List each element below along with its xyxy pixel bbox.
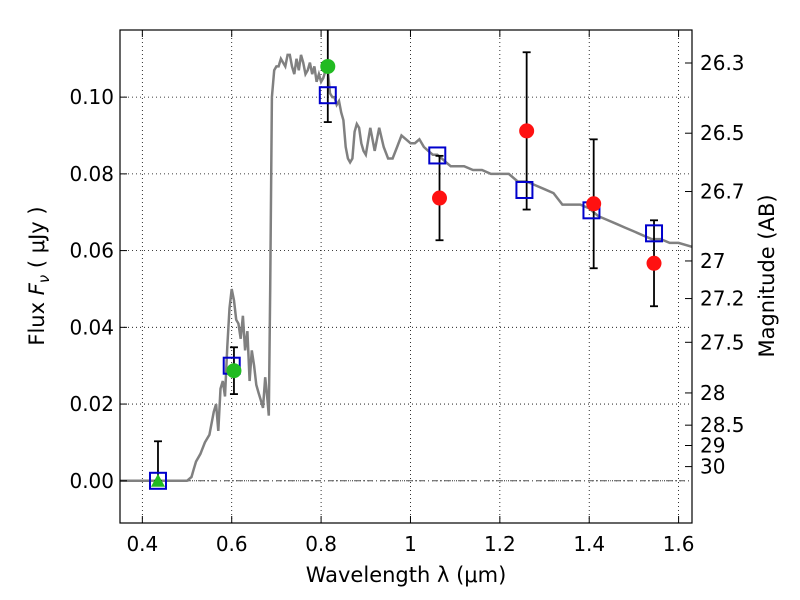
observed-point-green (226, 363, 242, 379)
y-tick-label: 0.00 (69, 469, 114, 493)
x-axis-label: Wavelength λ (μm) (306, 563, 507, 587)
observed-point-red (646, 255, 662, 271)
data-markers (148, 58, 664, 490)
model-photometry-box (645, 224, 664, 243)
y-tick-label: 0.02 (69, 392, 114, 416)
magnitude-tick-label: 29 (700, 434, 725, 458)
tick-labels: 0.4 0.6 0.8 1 1.2 1.4 1.6 0.00 0.02 0.04 0.06 0.08 0… (69, 51, 744, 556)
y-tick-label: 0.10 (69, 85, 114, 109)
magnitude-tick-label: 26.3 (700, 51, 745, 75)
y-axis-label-suffix: ( μJy ) (25, 206, 49, 274)
upper-limit-triangle (150, 473, 165, 487)
x-tick-label: 0.4 (126, 532, 158, 556)
y-tick-label: 0.08 (69, 162, 114, 186)
model-photometry-box (515, 180, 534, 199)
observed-point-red (432, 190, 448, 206)
plot-area (120, 30, 692, 490)
magnitude-tick-label: 26.7 (700, 180, 745, 204)
magnitude-tick-label: 28.5 (700, 413, 745, 437)
model-photometry-box (428, 146, 447, 165)
x-tick-label: 1 (404, 532, 417, 556)
model-spectrum-line (120, 53, 692, 483)
magnitude-tick-label: 27.2 (700, 287, 745, 311)
x-tick-label: 1.6 (663, 532, 695, 556)
model-photometry-box (318, 86, 337, 105)
y-axis-label-symbol: F (25, 282, 49, 295)
magnitude-tick-label: 28 (700, 381, 725, 405)
plot-frame (119, 29, 693, 524)
y-axis-label-subscript: ν (35, 275, 53, 283)
observed-point-green (320, 58, 336, 74)
observed-point-red (586, 196, 602, 212)
x-tick-label: 0.8 (305, 532, 337, 556)
y-axis-label-prefix: Flux (25, 295, 49, 345)
x-tick-label: 0.6 (216, 532, 248, 556)
observed-point-red (519, 123, 535, 139)
y-tick-label: 0.04 (69, 315, 114, 339)
y-axis-label: Flux Fν ( μJy ) (25, 206, 53, 345)
model-photometry-box (148, 471, 167, 490)
magnitude-axis-label: Magnitude (AB) (755, 194, 779, 357)
magnitude-tick-label: 27 (700, 249, 725, 273)
x-tick-label: 1.2 (484, 532, 516, 556)
x-tick-label: 1.4 (573, 532, 605, 556)
grid-lines (120, 30, 692, 523)
magnitude-tick-label: 30 (700, 455, 725, 479)
magnitude-tick-label: 26.5 (700, 121, 745, 145)
magnitude-tick-label: 27.5 (700, 330, 745, 354)
y-tick-label: 0.06 (69, 239, 114, 263)
axis-ticks (120, 30, 692, 523)
